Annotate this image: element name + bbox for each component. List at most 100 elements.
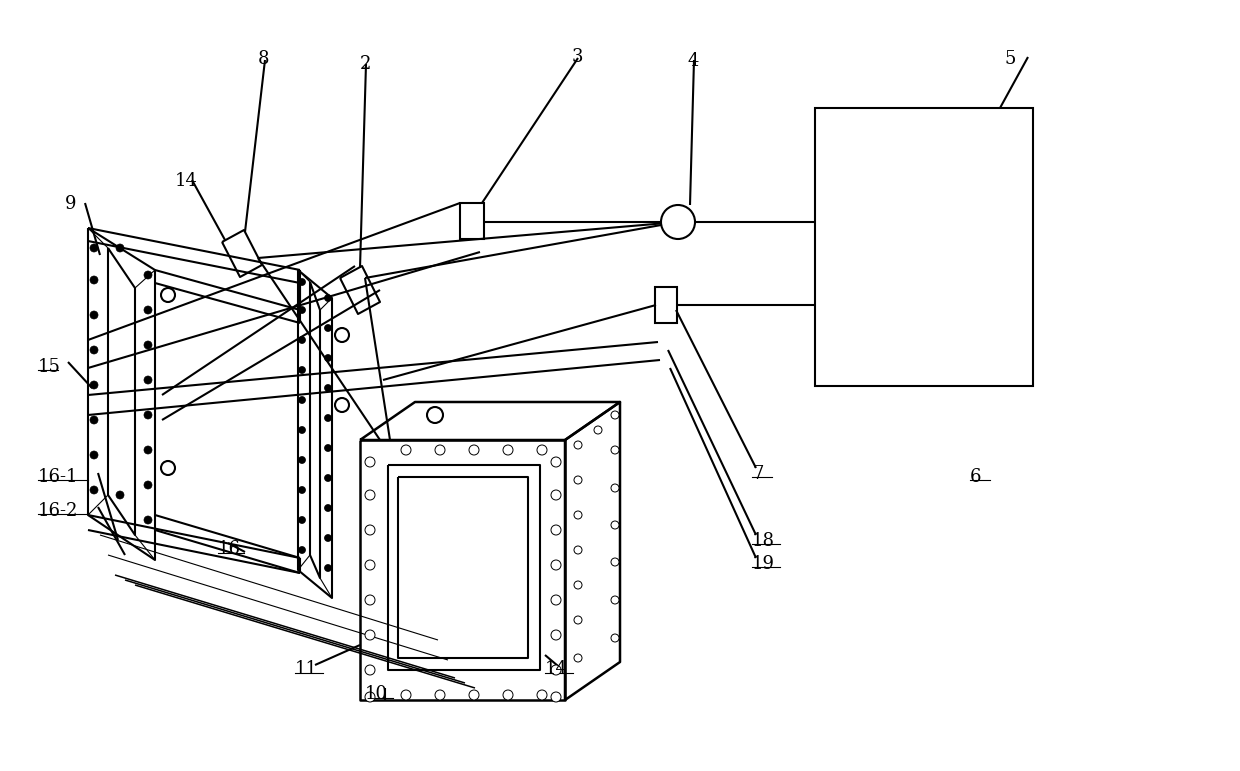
Circle shape <box>325 564 331 571</box>
Circle shape <box>335 328 348 342</box>
Circle shape <box>299 426 305 433</box>
Circle shape <box>144 306 153 314</box>
Circle shape <box>611 634 619 642</box>
Text: 19: 19 <box>751 555 775 573</box>
Circle shape <box>299 517 305 524</box>
Text: 16-2: 16-2 <box>38 502 78 520</box>
Circle shape <box>161 461 175 475</box>
Circle shape <box>299 396 305 403</box>
Circle shape <box>117 491 124 499</box>
Circle shape <box>401 445 410 455</box>
Circle shape <box>427 407 443 423</box>
Circle shape <box>469 445 479 455</box>
Circle shape <box>144 271 153 279</box>
Circle shape <box>335 398 348 412</box>
Circle shape <box>299 366 305 373</box>
Circle shape <box>91 276 98 284</box>
Circle shape <box>299 278 305 285</box>
Text: 10: 10 <box>365 685 388 703</box>
Circle shape <box>325 355 331 362</box>
Circle shape <box>144 446 153 454</box>
Text: 16: 16 <box>218 540 241 558</box>
Circle shape <box>401 690 410 700</box>
Circle shape <box>144 481 153 489</box>
Circle shape <box>365 560 374 570</box>
Circle shape <box>551 665 560 675</box>
Circle shape <box>611 446 619 454</box>
Text: 7: 7 <box>751 465 764 483</box>
Circle shape <box>365 525 374 535</box>
Text: 15: 15 <box>38 358 61 376</box>
Text: 9: 9 <box>64 195 77 213</box>
Circle shape <box>365 630 374 640</box>
Circle shape <box>469 690 479 700</box>
Text: 5: 5 <box>1004 50 1017 68</box>
Circle shape <box>325 504 331 511</box>
Circle shape <box>91 381 98 389</box>
Text: 8: 8 <box>258 50 269 68</box>
Circle shape <box>325 474 331 482</box>
Circle shape <box>537 445 547 455</box>
Circle shape <box>611 558 619 566</box>
Circle shape <box>365 595 374 605</box>
Circle shape <box>435 445 445 455</box>
Circle shape <box>551 595 560 605</box>
Circle shape <box>299 336 305 344</box>
Bar <box>815 108 1033 386</box>
Circle shape <box>551 630 560 640</box>
Circle shape <box>503 690 513 700</box>
Circle shape <box>611 484 619 492</box>
Text: 14: 14 <box>175 172 198 190</box>
Circle shape <box>661 205 694 239</box>
Circle shape <box>574 476 582 484</box>
Circle shape <box>611 596 619 604</box>
Circle shape <box>91 346 98 354</box>
Circle shape <box>299 547 305 554</box>
Bar <box>655 287 677 323</box>
Circle shape <box>144 516 153 524</box>
Circle shape <box>551 560 560 570</box>
Circle shape <box>435 690 445 700</box>
Circle shape <box>299 307 305 314</box>
Circle shape <box>551 525 560 535</box>
Circle shape <box>365 457 374 467</box>
Circle shape <box>551 490 560 500</box>
Text: 18: 18 <box>751 532 775 550</box>
Circle shape <box>365 692 374 702</box>
Circle shape <box>325 295 331 301</box>
Circle shape <box>91 311 98 319</box>
Circle shape <box>365 490 374 500</box>
Circle shape <box>503 445 513 455</box>
Circle shape <box>574 581 582 589</box>
Text: 6: 6 <box>970 468 982 486</box>
Circle shape <box>594 426 601 434</box>
Circle shape <box>144 376 153 384</box>
Circle shape <box>325 415 331 422</box>
Circle shape <box>537 690 547 700</box>
Circle shape <box>91 244 98 252</box>
Circle shape <box>611 521 619 529</box>
Circle shape <box>91 416 98 424</box>
Circle shape <box>574 616 582 624</box>
Circle shape <box>299 487 305 493</box>
Text: 3: 3 <box>572 48 584 66</box>
Circle shape <box>611 411 619 419</box>
Circle shape <box>144 341 153 349</box>
Bar <box>460 203 484 239</box>
Circle shape <box>574 546 582 554</box>
Circle shape <box>551 692 560 702</box>
Circle shape <box>91 486 98 494</box>
Circle shape <box>325 325 331 332</box>
Text: 2: 2 <box>360 55 371 73</box>
Circle shape <box>574 654 582 662</box>
Text: 16-1: 16-1 <box>38 468 78 486</box>
Text: 4: 4 <box>688 52 699 70</box>
Circle shape <box>365 665 374 675</box>
Circle shape <box>325 445 331 452</box>
Circle shape <box>299 456 305 463</box>
Text: 11: 11 <box>295 660 317 678</box>
Circle shape <box>161 288 175 302</box>
Circle shape <box>91 451 98 459</box>
Circle shape <box>144 411 153 419</box>
Circle shape <box>325 534 331 541</box>
